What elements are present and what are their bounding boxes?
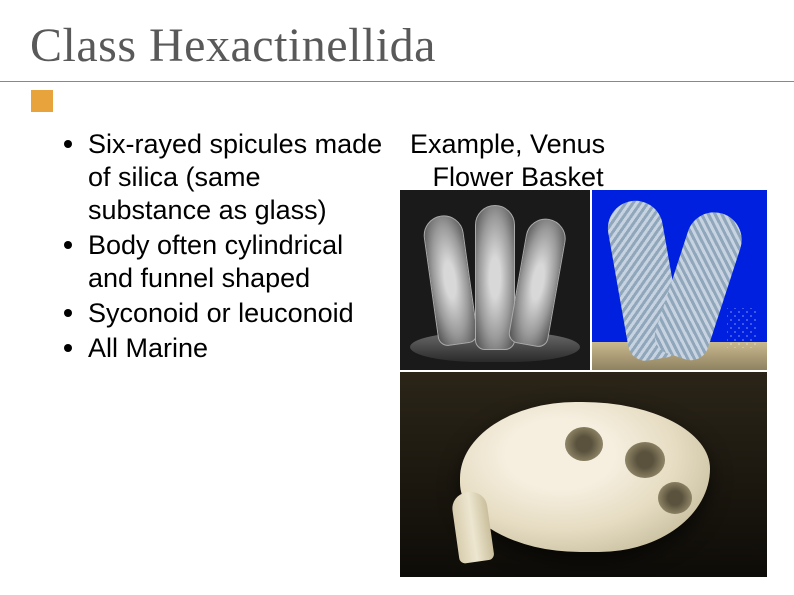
bullet-text: Syconoid or leuconoid — [88, 298, 354, 328]
slide: Class Hexactinellida Six-rayed spicules … — [0, 0, 794, 595]
example-heading-line2: Flower Basket — [433, 162, 604, 192]
bullet-item: Six-rayed spicules made of silica (same … — [60, 128, 390, 227]
bullet-list: Six-rayed spicules made of silica (same … — [60, 128, 390, 365]
sponge-image-tan — [400, 372, 767, 577]
bullet-text: All Marine — [88, 333, 208, 363]
bullet-item: All Marine — [60, 332, 390, 365]
example-column: Example, Venus Flower Basket — [410, 128, 760, 367]
slide-title: Class Hexactinellida — [0, 18, 794, 82]
bullet-text: Six-rayed spicules made of silica (same … — [88, 129, 382, 225]
example-heading-line1: Example, Venus — [410, 129, 605, 159]
accent-square — [31, 90, 53, 112]
sponge-image-blue — [592, 190, 767, 370]
bullet-text: Body often cylindrical and funnel shaped — [88, 230, 343, 293]
image-cluster — [400, 190, 780, 580]
bullet-item: Syconoid or leuconoid — [60, 297, 390, 330]
bullet-column: Six-rayed spicules made of silica (same … — [60, 128, 390, 367]
example-heading: Example, Venus Flower Basket — [410, 128, 760, 194]
sponge-image-bw — [400, 190, 590, 370]
bullet-item: Body often cylindrical and funnel shaped — [60, 229, 390, 295]
content-area: Six-rayed spicules made of silica (same … — [60, 128, 760, 367]
